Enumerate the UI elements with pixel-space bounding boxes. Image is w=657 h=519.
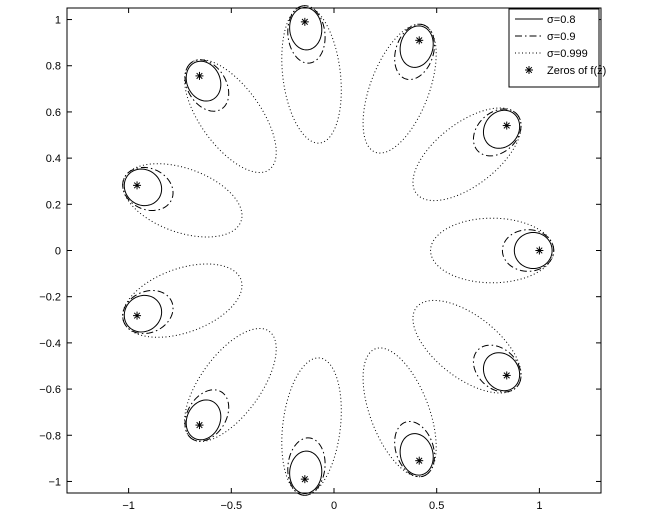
y-tick-label: −0.4	[39, 338, 61, 350]
zero-marker	[300, 17, 309, 26]
series-line-2	[394, 23, 435, 81]
series-line-2	[472, 344, 522, 393]
x-tick-label: −1	[122, 500, 135, 512]
x-tick-label: −0.5	[220, 500, 242, 512]
zero-marker	[502, 121, 511, 130]
legend-box	[508, 8, 600, 88]
y-tick-label: −0.2	[39, 292, 61, 304]
zero-marker	[133, 311, 142, 320]
series-line-3	[281, 5, 342, 144]
series-line-2	[122, 290, 174, 335]
series-line-1	[185, 399, 222, 441]
y-tick-label: −1	[48, 476, 61, 488]
x-tick-label: 1	[536, 500, 542, 512]
series-line-2	[122, 166, 174, 211]
series-line-3	[184, 59, 277, 174]
zero-marker	[195, 71, 204, 80]
series-line-2	[394, 420, 435, 478]
series-line-2	[287, 5, 326, 64]
y-tick-label: −0.6	[39, 384, 61, 396]
y-tick-label: −0.8	[39, 430, 61, 442]
series-line-3	[122, 263, 243, 338]
series-line-3	[412, 107, 522, 202]
series-line-3	[362, 347, 437, 478]
series-line-1	[185, 60, 222, 102]
series-line-2	[287, 437, 326, 496]
axes: −1 −0.5 0 0.5 1 −1 −0.8 −0.6 −0.4 −0.2 0 0.2 0.4 0.6 0…	[39, 7, 602, 512]
legend-label: σ=0.8	[547, 14, 576, 26]
legend-label: Zeros of f(z)	[547, 65, 606, 77]
zero-marker	[502, 371, 511, 380]
x-tick-label: 0.5	[429, 500, 444, 512]
plot-area	[122, 5, 555, 496]
legend-label: σ=0.999	[547, 48, 588, 60]
legend-swatch-zeros	[525, 66, 533, 74]
zero-marker	[535, 246, 544, 255]
zero-marker	[195, 421, 204, 430]
legend: σ=0.8 σ=0.9 σ=0.999 Zeros of f(z)	[508, 8, 606, 88]
series-line-1	[482, 109, 521, 149]
series-line-1	[289, 450, 323, 494]
y-tick-label: 0	[55, 246, 61, 258]
series-line-3	[430, 217, 555, 284]
series-line-3	[184, 327, 277, 442]
y-tick-label: 0.2	[46, 199, 61, 211]
series-line-2	[184, 389, 230, 442]
series-line-2	[501, 229, 555, 272]
zero-marker	[300, 475, 309, 484]
x-tick-label: 0	[331, 500, 337, 512]
series-line-2	[472, 108, 522, 157]
y-tick-label: 1	[55, 15, 61, 27]
series-line-1	[513, 231, 553, 270]
series-line-3	[122, 163, 243, 238]
legend-label: σ=0.9	[547, 31, 576, 43]
zero-marker	[415, 456, 424, 465]
zero-marker	[133, 181, 142, 190]
series-line-1	[123, 168, 163, 207]
series-line-3	[412, 299, 522, 394]
series-line-1	[289, 7, 323, 51]
series-line-3	[281, 357, 342, 496]
y-tick-label: 0.6	[46, 107, 61, 119]
y-tick-label: 0.8	[46, 61, 61, 73]
series-line-3	[362, 23, 437, 154]
zero-marker	[415, 36, 424, 45]
series-line-1	[123, 294, 163, 333]
series-line-2	[184, 59, 230, 112]
series-line-1	[399, 25, 434, 68]
y-tick-label: 0.4	[46, 153, 61, 165]
series-line-1	[482, 352, 521, 392]
series-line-1	[399, 433, 434, 476]
